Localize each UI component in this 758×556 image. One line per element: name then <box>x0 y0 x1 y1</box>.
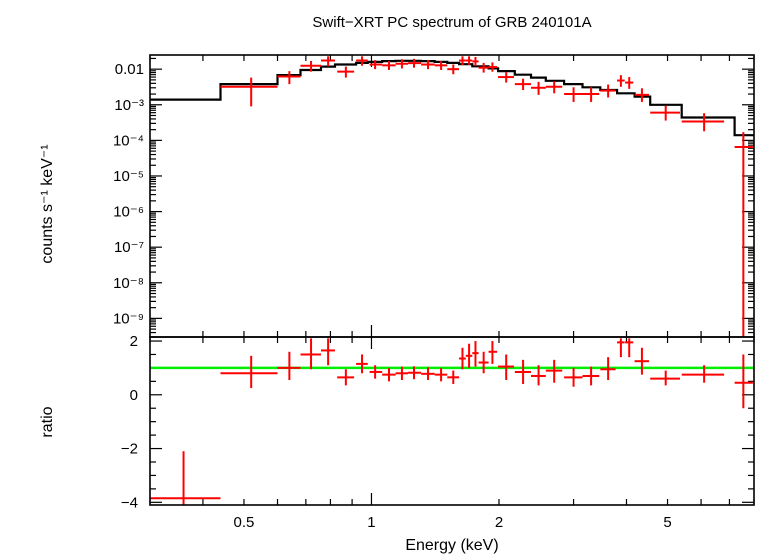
spectrum-point <box>530 81 546 95</box>
ratio-point <box>514 359 531 385</box>
x-tick-label: 1 <box>367 514 375 531</box>
spectrum-point <box>514 78 531 90</box>
spectrum-data-points <box>220 56 753 337</box>
spectrum-point <box>681 113 725 132</box>
spectrum-point <box>300 60 321 72</box>
spectrum-panel: 0.01 10⁻³ 10⁻⁴ 10⁻⁵ 10⁻⁶ 10⁻⁷ 10⁻⁸ 10⁻⁹ <box>113 54 755 338</box>
ratio-point <box>369 365 383 379</box>
ratio-point <box>472 341 479 367</box>
spectrum-point <box>337 66 355 78</box>
ratio-point <box>459 347 466 370</box>
spectrum-point <box>459 56 466 66</box>
y-axis-label-ratio: ratio <box>39 406 56 437</box>
ratio-point <box>447 370 460 385</box>
spectrum-point <box>447 64 460 75</box>
ratio-point <box>545 359 563 383</box>
ratio-point <box>734 354 753 409</box>
ratio-point <box>498 354 514 381</box>
ratio-panel: 2 0 −2 −4 <box>121 333 755 511</box>
y-tick-label: 10⁻⁵ <box>113 168 144 185</box>
spectrum-y-tick-labels: 0.01 10⁻³ 10⁻⁴ 10⁻⁵ 10⁻⁶ 10⁻⁷ 10⁻⁸ 10⁻⁹ <box>113 61 144 327</box>
ratio-point <box>465 343 473 368</box>
x-tick-label: 5 <box>663 514 671 531</box>
spectrum-point <box>650 105 680 121</box>
spectrum-point <box>478 62 489 73</box>
ratio-point <box>564 367 583 387</box>
x-tick-label: 2 <box>495 514 503 531</box>
spectrum-point <box>634 88 649 102</box>
spectrum-point <box>421 60 435 70</box>
spectrum-point <box>564 87 583 102</box>
spectrum-point <box>734 132 753 337</box>
ratio-point <box>395 366 409 381</box>
ratio-point <box>421 367 435 381</box>
y-tick-label: 0.01 <box>115 61 144 78</box>
spectrum-point <box>488 62 498 72</box>
ratio-frame <box>149 336 755 506</box>
x-tick-labels: 0.5 1 2 5 <box>234 514 672 531</box>
spectrum-point <box>395 59 409 69</box>
ratio-y-tick-label: −2 <box>121 441 138 458</box>
spectrum-point <box>356 56 368 66</box>
ratio-point <box>634 347 649 375</box>
ratio-point <box>582 366 600 386</box>
ratio-point <box>337 369 355 386</box>
ratio-point <box>617 338 625 358</box>
chart-title: Swift−XRT PC spectrum of GRB 240101A <box>312 14 591 31</box>
spectrum-point <box>408 58 422 68</box>
y-axis-label-spectrum: counts s⁻¹ keV⁻¹ <box>39 144 56 263</box>
ratio-y-tick-label: −4 <box>121 494 138 511</box>
ratio-y-tick-label: 2 <box>130 333 138 350</box>
ratio-y-tick-labels: 2 0 −2 −4 <box>121 333 138 511</box>
ratio-point <box>382 367 396 382</box>
ratio-point <box>434 367 448 382</box>
spectrum-point <box>465 56 473 66</box>
ratio-point <box>408 366 422 380</box>
y-tick-label: 10⁻⁶ <box>113 204 144 221</box>
x-axis-label: Energy (keV) <box>405 537 498 554</box>
ratio-point <box>625 338 634 358</box>
spectrum-point <box>625 77 634 89</box>
spectrum-point <box>617 75 625 87</box>
ratio-point <box>277 351 301 381</box>
spectrum-point <box>582 87 600 102</box>
spectrum-point <box>545 81 563 94</box>
ratio-point <box>300 338 321 370</box>
spectrum-point <box>277 71 301 85</box>
ratio-point <box>478 351 489 374</box>
y-tick-label: 10⁻⁹ <box>113 310 144 327</box>
spectrum-point <box>472 56 479 67</box>
spectrum-point <box>369 60 383 70</box>
spectrum-point <box>600 84 616 98</box>
ratio-y-tick-label: 0 <box>130 387 138 404</box>
y-tick-label: 10⁻⁸ <box>113 275 144 292</box>
ratio-point <box>681 365 725 383</box>
y-tick-label: 10⁻⁷ <box>114 239 144 256</box>
spectrum-point <box>498 72 514 83</box>
ratio-point <box>488 341 498 364</box>
ratio-point <box>220 355 278 389</box>
y-tick-label: 10⁻³ <box>114 97 144 114</box>
ratio-point <box>530 365 546 386</box>
spectrum-point <box>382 60 396 70</box>
model-step-line <box>150 59 754 137</box>
x-tick-label: 0.5 <box>234 514 255 531</box>
spectrum-point <box>220 77 278 107</box>
ratio-point <box>650 370 680 386</box>
spectrum-point <box>434 60 448 70</box>
y-tick-label: 10⁻⁴ <box>113 132 144 149</box>
ratio-point <box>150 451 221 505</box>
model-curve <box>150 59 754 137</box>
ratio-data-points <box>150 338 753 505</box>
ratio-point <box>356 354 368 374</box>
spectrum-point <box>320 56 335 67</box>
ratio-point <box>320 338 335 366</box>
ratio-point <box>600 357 616 381</box>
spectrum-ticks <box>149 55 755 338</box>
